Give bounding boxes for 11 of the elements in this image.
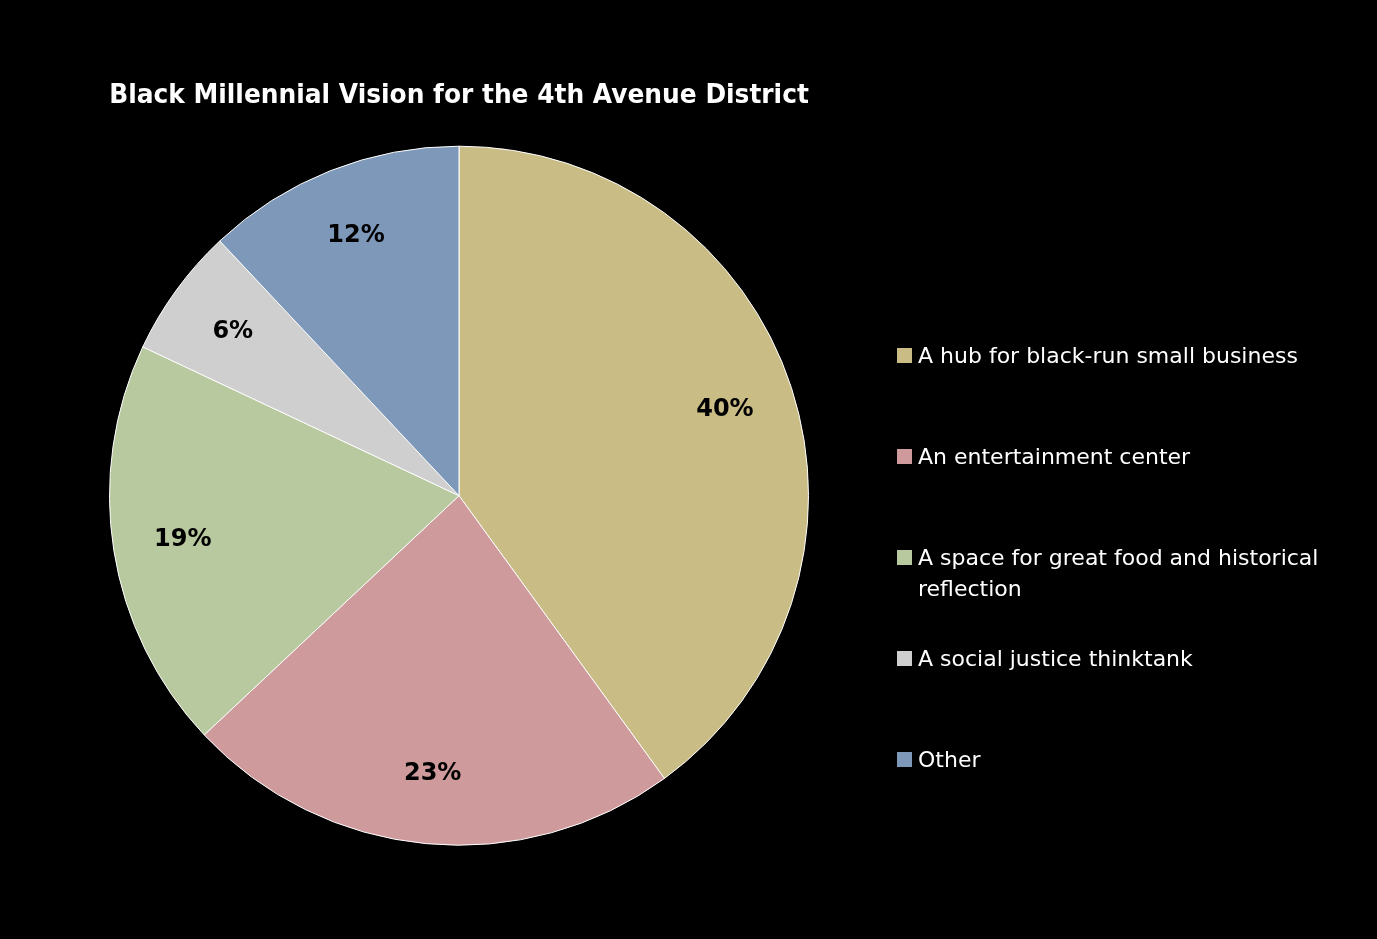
data-label: 6%: [212, 315, 254, 344]
legend-label: Other: [918, 746, 981, 774]
data-label: 23%: [403, 758, 462, 787]
legend-label: An entertainment center: [918, 443, 1191, 471]
legend-label: A hub for black-run small business: [918, 342, 1298, 370]
data-label: 12%: [327, 219, 385, 248]
data-label: 19%: [154, 523, 212, 552]
legend-label: A social justice thinktank: [918, 645, 1193, 673]
legend-label: A space for great food and historical reflection: [918, 544, 1320, 603]
data-label: 40%: [696, 393, 754, 422]
chart-title: Black Millennial Vision for the 4th Avenue District: [109, 78, 809, 110]
